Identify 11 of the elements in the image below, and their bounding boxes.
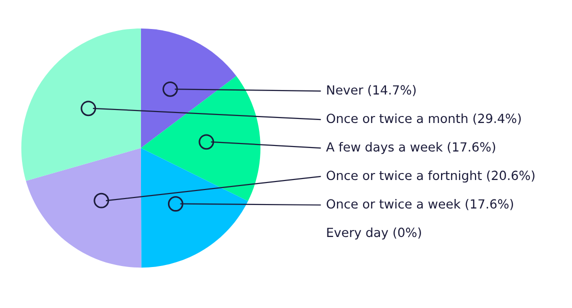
pie-slice xyxy=(140,76,260,202)
slice-label: A few days a week (17.6%) xyxy=(326,142,496,154)
pie-slice xyxy=(140,28,236,148)
pie-slice xyxy=(26,148,142,268)
slice-label: Once or twice a fortnight (20.6%) xyxy=(326,170,534,183)
pie-slice xyxy=(140,148,248,268)
slice-label: Never (14.7%) xyxy=(327,84,416,96)
slice-label: Once or twice a month (29.4%) xyxy=(326,113,521,125)
slice-label: Once or twice a week (17.6%) xyxy=(326,198,514,210)
pie-slice xyxy=(21,28,141,181)
category-label: Every day (0%) xyxy=(327,227,421,240)
